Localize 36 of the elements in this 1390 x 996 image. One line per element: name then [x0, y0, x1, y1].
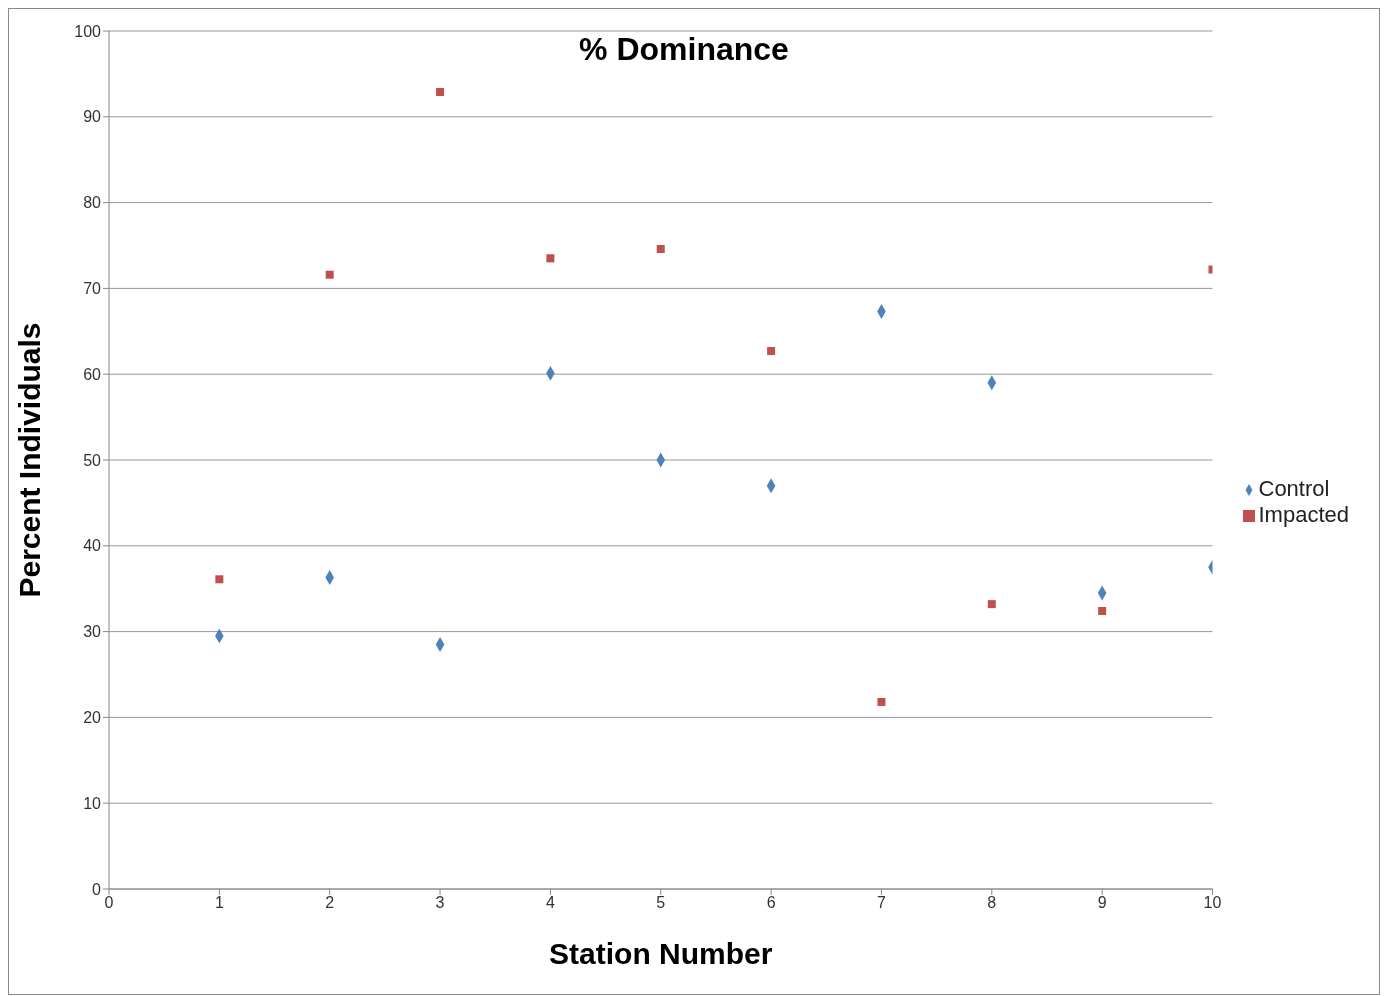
x-tick-label: 4: [545, 894, 555, 912]
point: [877, 697, 886, 706]
y-tick-label: 100: [74, 22, 102, 40]
point: [767, 347, 776, 356]
point: [325, 270, 334, 279]
y-tick-label: 60: [83, 365, 102, 383]
legend-label: Control: [1258, 475, 1330, 501]
y-tick-label: 50: [83, 451, 102, 469]
y-tick-label: 90: [83, 108, 102, 126]
x-tick-label: 0: [104, 894, 114, 912]
x-tick-label: 7: [877, 894, 886, 912]
x-tick-label: 9: [1097, 894, 1107, 912]
point: [546, 254, 555, 263]
y-tick-label: 10: [83, 794, 102, 812]
point: [987, 600, 996, 609]
y-axis-title: Percent Individuals: [12, 322, 46, 598]
x-tick-label: 6: [766, 894, 776, 912]
x-tick-label: 1: [214, 894, 224, 912]
point: [656, 244, 665, 253]
x-tick-label: 8: [987, 894, 997, 912]
y-tick-label: 40: [83, 537, 102, 555]
point: [1098, 607, 1107, 616]
y-tick-label: 70: [83, 280, 102, 298]
point: [215, 575, 224, 584]
y-tick-label: 20: [83, 709, 102, 727]
point: [436, 87, 445, 96]
x-tick-label: 2: [325, 894, 335, 912]
legend-label: Impacted: [1258, 501, 1349, 527]
y-tick-label: 80: [83, 194, 102, 212]
x-tick-label: 5: [656, 894, 666, 912]
x-tick-label: 10: [1203, 894, 1222, 912]
x-tick-label: 3: [435, 894, 445, 912]
chart-title: % Dominance: [579, 31, 789, 67]
y-tick-label: 0: [92, 880, 102, 898]
x-axis-title: Station Number: [549, 937, 773, 970]
y-tick-label: 30: [83, 623, 102, 641]
